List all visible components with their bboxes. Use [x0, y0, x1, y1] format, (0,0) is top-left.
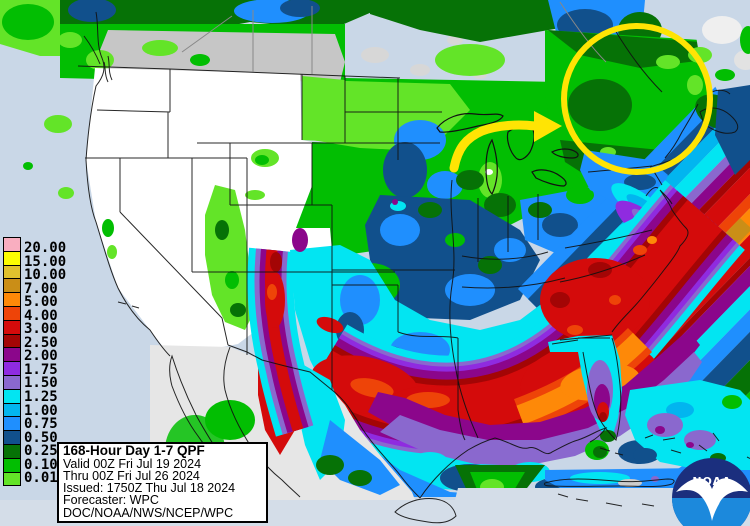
legend-swatch-column	[3, 237, 21, 487]
legend-labels: 20.00 15.00 10.00 7.00 5.00 4.00 3.00 2.50 2.00 1…	[24, 237, 67, 485]
legend-swatch	[4, 251, 20, 266]
legend-value: 10.00	[24, 267, 67, 284]
info-valid-line: Valid 00Z Fri Jul 19 2024	[63, 456, 202, 471]
legend-value: 7.00	[24, 280, 58, 297]
noaa-bird-icon	[676, 478, 748, 521]
legend-value: 0.50	[24, 429, 58, 446]
legend-swatch	[4, 403, 20, 418]
legend-value: 1.75	[24, 361, 58, 378]
legend-swatch	[4, 334, 20, 349]
legend-swatch	[4, 238, 20, 252]
legend-value: 2.50	[24, 334, 58, 351]
legend-swatch	[4, 389, 20, 404]
info-forecaster-line: Forecaster: WPC	[63, 493, 159, 508]
legend-swatch	[4, 375, 20, 390]
bahamas-region	[545, 380, 750, 488]
legend-value: 20.00	[24, 240, 67, 256]
legend-swatch	[4, 417, 20, 432]
legend-swatch	[4, 293, 20, 307]
legend-swatch	[4, 306, 20, 321]
highlight-circle	[561, 23, 713, 175]
southern-precip-band	[290, 180, 750, 497]
legend-value: 1.25	[24, 389, 58, 406]
legend: 20.00 15.00 10.00 7.00 5.00 4.00 3.00 2.50 2.00 1…	[3, 237, 67, 487]
legend-value: 0.01	[24, 470, 58, 487]
legend-swatch	[4, 348, 20, 363]
legend-swatch	[4, 362, 20, 376]
great-lakes-outlines	[436, 113, 579, 196]
info-agency-line: DOC/NOAA/NWS/NCEP/WPC	[63, 505, 234, 520]
legend-swatch	[4, 472, 20, 486]
florida-region	[548, 335, 622, 442]
legend-value: 3.00	[24, 321, 58, 338]
noaa-logo-text: NOAA	[692, 475, 731, 488]
legend-value: 0.25	[24, 443, 58, 460]
legend-swatch	[4, 458, 20, 473]
legend-value: 4.00	[24, 307, 58, 324]
northwest-region	[0, 0, 372, 199]
topright-region	[688, 0, 750, 175]
province-lines	[181, 1, 607, 74]
legend-value: 15.00	[24, 253, 67, 270]
legend-value: 2.00	[24, 348, 58, 365]
legend-value: 5.00	[24, 294, 58, 311]
info-box: 168-Hour Day 1-7 QPF Valid 00Z Fri Jul 1…	[57, 442, 268, 523]
highlight-arrow	[449, 120, 540, 173]
info-issued-line: Issued: 1750Z Thu Jul 18 2024	[63, 481, 236, 496]
noaa-logo: NOAA	[672, 458, 750, 526]
highlight-arrowhead	[534, 111, 562, 142]
newmexico-complex	[247, 228, 344, 437]
legend-swatch	[4, 431, 20, 445]
legend-value: 1.00	[24, 402, 58, 419]
info-title: 168-Hour Day 1-7 QPF	[63, 443, 205, 458]
legend-value: 1.50	[24, 375, 58, 392]
legend-swatch	[4, 444, 20, 459]
legend-swatch	[4, 265, 20, 280]
boundary-lines	[77, 11, 750, 524]
legend-value: 0.75	[24, 416, 58, 433]
info-thru-line: Thru 00Z Fri Jul 26 2024	[63, 468, 200, 483]
legend-swatch	[4, 279, 20, 294]
legend-swatch	[4, 320, 20, 335]
legend-value: 0.10	[24, 456, 58, 473]
annotation-layer	[449, 23, 713, 175]
